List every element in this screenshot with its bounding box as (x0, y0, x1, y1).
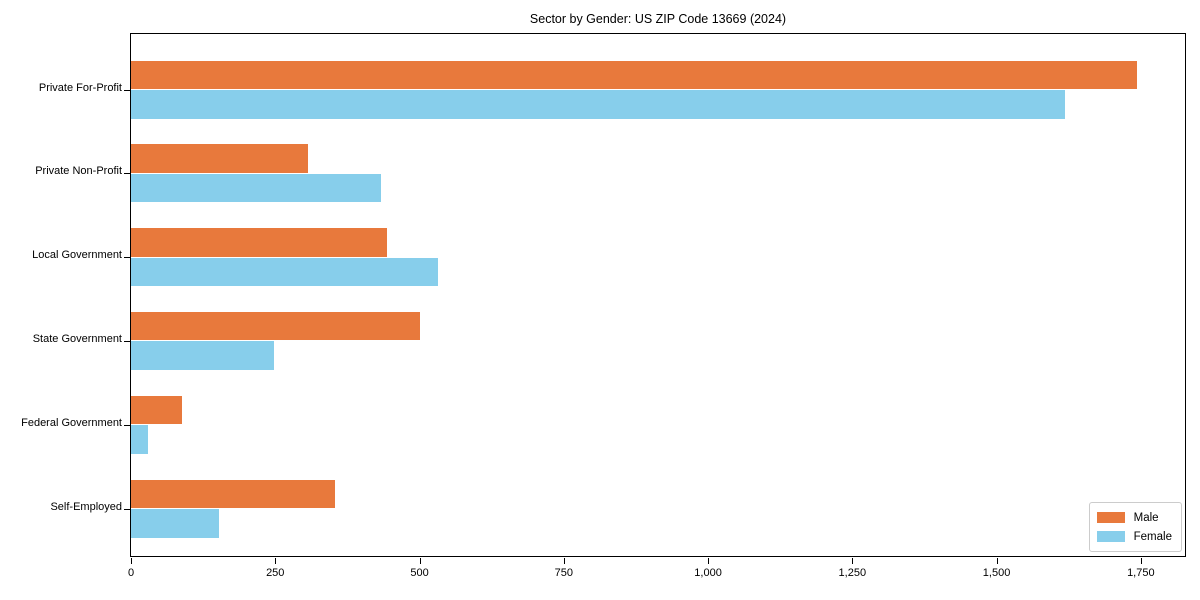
x-tick-label: 750 (554, 567, 573, 579)
bar-male-federal-government (131, 395, 183, 425)
bar-female-private-non-profit (131, 173, 381, 203)
x-tick-label: 1,750 (1127, 567, 1155, 579)
x-tick (1140, 558, 1142, 564)
legend-label-female: Female (1133, 530, 1172, 543)
x-tick (852, 558, 854, 564)
x-tick-label: 500 (410, 567, 429, 579)
category-label: Private Non-Profit (35, 165, 122, 178)
bar-female-federal-government (131, 425, 149, 454)
legend-label-male: Male (1133, 511, 1159, 524)
x-tick-label: 1,500 (982, 567, 1011, 579)
x-tick (708, 558, 710, 564)
bar-male-private-non-profit (131, 144, 308, 173)
x-tick-label: 1,000 (694, 567, 722, 579)
category-label: Self-Employed (50, 500, 122, 513)
bar-female-local-government (131, 257, 438, 287)
x-tick-label: 1,250 (838, 567, 867, 579)
bar-female-self-employed (131, 509, 219, 538)
bar-male-private-for-profit (131, 60, 1137, 89)
bar-male-local-government (131, 228, 388, 257)
bar-male-state-government (131, 311, 420, 341)
bar-female-private-for-profit (131, 90, 1065, 119)
y-tick (124, 173, 131, 175)
legend-entry-female: Female (1096, 527, 1172, 546)
x-tick-label: 250 (266, 567, 285, 579)
y-tick (124, 508, 131, 510)
chart-title: Sector by Gender: US ZIP Code 13669 (202… (529, 12, 787, 26)
x-tick (419, 558, 421, 564)
bar-male-self-employed (131, 479, 335, 508)
category-label: Local Government (32, 249, 122, 262)
category-label: State Government (32, 332, 122, 345)
y-tick (124, 89, 131, 91)
category-label: Private For-Profit (38, 81, 122, 94)
x-tick (996, 558, 998, 564)
x-tick (131, 558, 132, 564)
x-tick (563, 558, 565, 564)
x-tick (275, 558, 277, 564)
legend-swatch-female-icon (1096, 531, 1125, 542)
y-tick (124, 340, 131, 342)
legend: Male Female (1088, 502, 1182, 552)
x-tick-label: 0 (127, 567, 135, 579)
bar-female-state-government (131, 341, 275, 370)
y-tick (124, 424, 131, 426)
legend-entry-male: Male (1096, 508, 1172, 527)
category-label: Federal Government (21, 416, 122, 429)
y-tick (124, 257, 131, 259)
legend-swatch-male-icon (1096, 512, 1125, 523)
plot-area: 0 250 500 750 1,000 1,250 1,500 1,750 Male Fema… (124, 33, 1186, 579)
